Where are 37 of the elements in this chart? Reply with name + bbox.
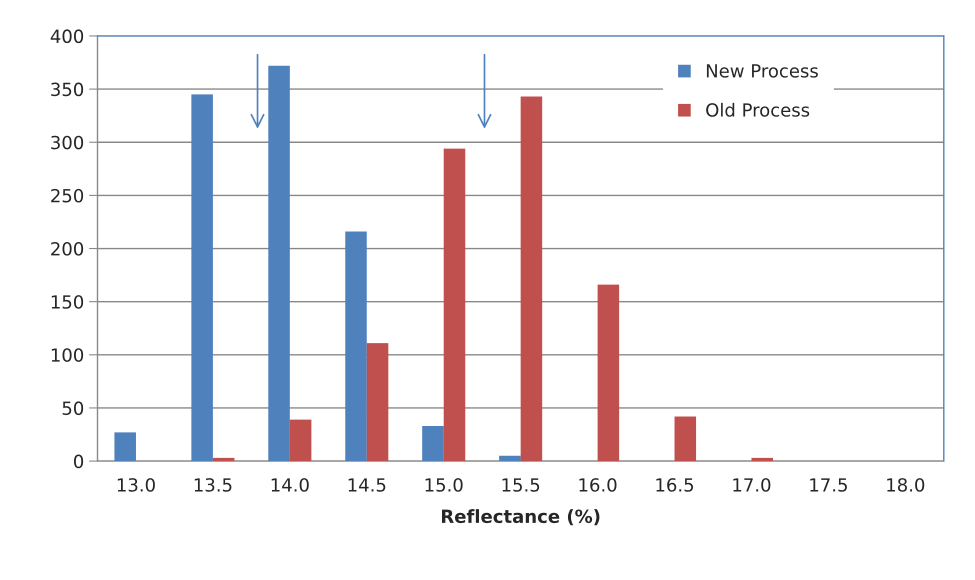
x-tick-label: 13.0	[118, 478, 155, 492]
y-tick-label: 0	[74, 454, 84, 468]
y-tick-label: 150	[52, 295, 84, 309]
x-tick-label: 14.0	[272, 478, 309, 492]
x-tick-label: 17.0	[733, 478, 770, 492]
bar	[598, 284, 620, 462]
y-tick-label: 50	[62, 401, 84, 416]
y-tick-label: 100	[52, 348, 84, 362]
bar	[290, 420, 312, 462]
bar	[191, 94, 213, 462]
x-tick-label: 13.5	[194, 478, 232, 492]
x-tick-label: 16.0	[579, 478, 616, 492]
bar	[499, 456, 521, 462]
x-tick-label: 16.5	[656, 478, 694, 492]
bar	[444, 148, 466, 462]
bar	[212, 458, 234, 462]
bar	[751, 458, 773, 462]
legend-label: Old Process	[706, 102, 810, 117]
x-tick-label: 17.5	[810, 478, 847, 492]
bar	[366, 343, 388, 462]
x-tick-label: 15.5	[502, 478, 540, 492]
y-tick-label: 200	[51, 242, 84, 256]
x-axis-title: Reflectance (%)	[442, 509, 600, 526]
y-tick-label: 400	[50, 29, 84, 44]
y-tick-label: 300	[51, 136, 84, 150]
bar	[520, 96, 542, 462]
y-tick-label: 250	[51, 188, 84, 203]
bar	[674, 416, 696, 462]
bar	[345, 232, 367, 462]
bar	[114, 432, 136, 462]
x-tick-label: 18.0	[887, 478, 924, 492]
y-tick-label: 350	[51, 82, 84, 96]
bar	[268, 66, 290, 462]
bar	[422, 426, 444, 462]
x-tick-label: 15.0	[426, 478, 463, 492]
legend-label: New Process	[706, 64, 818, 78]
x-tick-label: 14.5	[348, 478, 386, 492]
